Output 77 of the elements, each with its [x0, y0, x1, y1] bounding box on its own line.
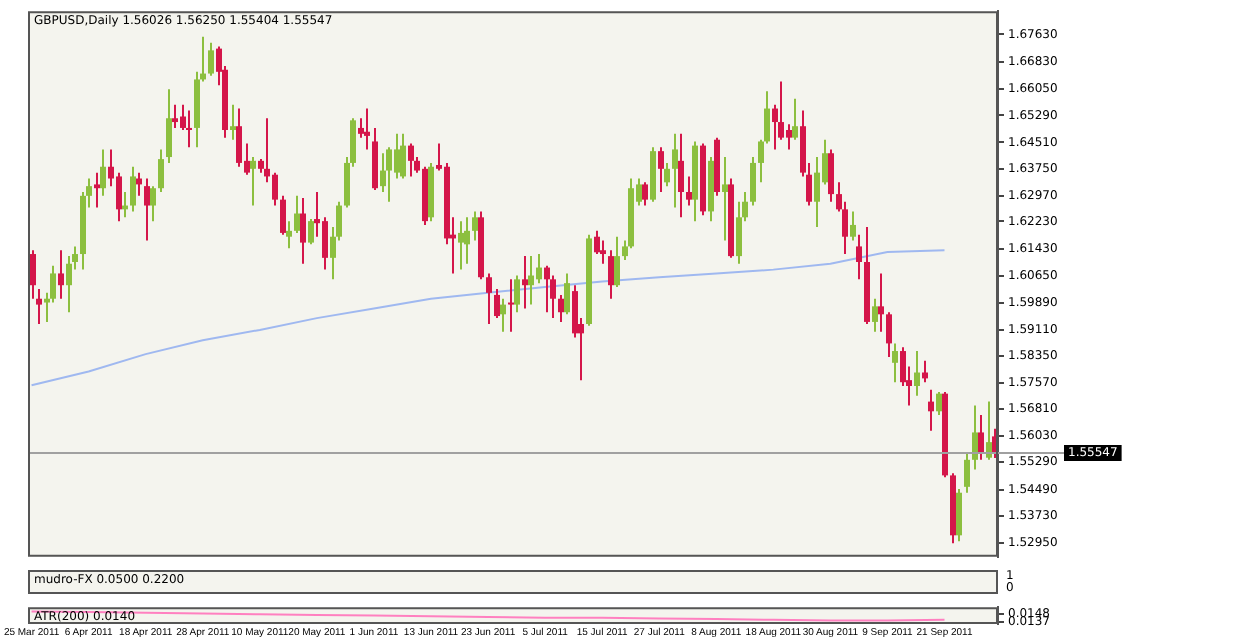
candlestick: [294, 194, 300, 234]
candlestick: [172, 103, 178, 129]
candlestick: [116, 171, 122, 223]
candlestick: [144, 177, 150, 242]
candlestick: [914, 350, 920, 397]
candlestick: [508, 278, 514, 333]
candlestick: [486, 272, 492, 326]
candlestick: [750, 156, 756, 207]
candlestick: [94, 171, 100, 209]
candlestick: [964, 452, 970, 494]
candlestick: [978, 414, 984, 461]
candlestick: [472, 210, 478, 242]
candlestick: [778, 80, 784, 141]
candlestick: [208, 41, 214, 77]
candlestick: [272, 171, 278, 207]
candlestick: [936, 390, 942, 417]
candlestick: [250, 156, 256, 207]
candlestick: [236, 107, 242, 168]
candlestick: [130, 165, 136, 213]
candlestick: [856, 233, 862, 281]
candlestick: [464, 216, 470, 265]
candlestick: [658, 146, 664, 194]
candlestick: [36, 288, 42, 326]
candlestick: [564, 272, 570, 316]
candlestick: [514, 274, 520, 314]
candlestick: [158, 148, 164, 194]
candlestick: [678, 132, 684, 219]
candlestick: [608, 249, 614, 300]
candlestick: [58, 249, 64, 300]
candlestick: [600, 239, 606, 265]
candlestick: [230, 103, 236, 141]
candlestick: [372, 126, 378, 191]
candlestick: [928, 388, 934, 432]
candlestick: [536, 253, 542, 285]
candlestick: [786, 123, 792, 151]
candlestick: [300, 196, 306, 265]
candlestick: [100, 148, 106, 197]
candlestick: [494, 288, 500, 320]
candlestick: [166, 88, 172, 164]
candlestick: [522, 255, 528, 310]
candlestick: [814, 156, 820, 229]
candlestick: [458, 220, 464, 271]
candlestick: [30, 249, 36, 300]
candlestick: [792, 97, 798, 141]
candlestick: [400, 132, 406, 180]
candlestick: [614, 235, 620, 288]
candlestick: [286, 220, 292, 250]
candlestick: [150, 185, 156, 223]
candlestick: [872, 297, 878, 333]
candlestick: [308, 218, 314, 246]
candlestick: [550, 274, 556, 320]
candlestick: [892, 342, 898, 384]
candlestick: [850, 210, 856, 242]
candlestick: [186, 109, 192, 149]
candlestick: [594, 229, 600, 256]
candlestick: [672, 132, 678, 209]
candlestick: [886, 311, 892, 358]
candlestick: [878, 272, 884, 333]
candlestick: [956, 487, 962, 543]
candlestick: [408, 142, 414, 178]
candlestick: [664, 161, 670, 188]
candlestick: [386, 146, 392, 203]
candlestick: [828, 148, 834, 203]
candlestick: [322, 216, 328, 271]
candlestick: [972, 404, 978, 471]
candlestick: [544, 264, 550, 314]
candlestick: [394, 132, 400, 180]
candlestick: [280, 194, 286, 236]
candlestick: [500, 297, 506, 333]
candlestick: [736, 200, 742, 265]
candlestick: [686, 175, 692, 207]
candlestick: [722, 156, 728, 242]
candlestick: [528, 255, 534, 306]
candlestick: [558, 293, 564, 323]
candlestick: [642, 181, 648, 207]
candlestick: [364, 107, 370, 151]
candlestick: [380, 152, 386, 194]
